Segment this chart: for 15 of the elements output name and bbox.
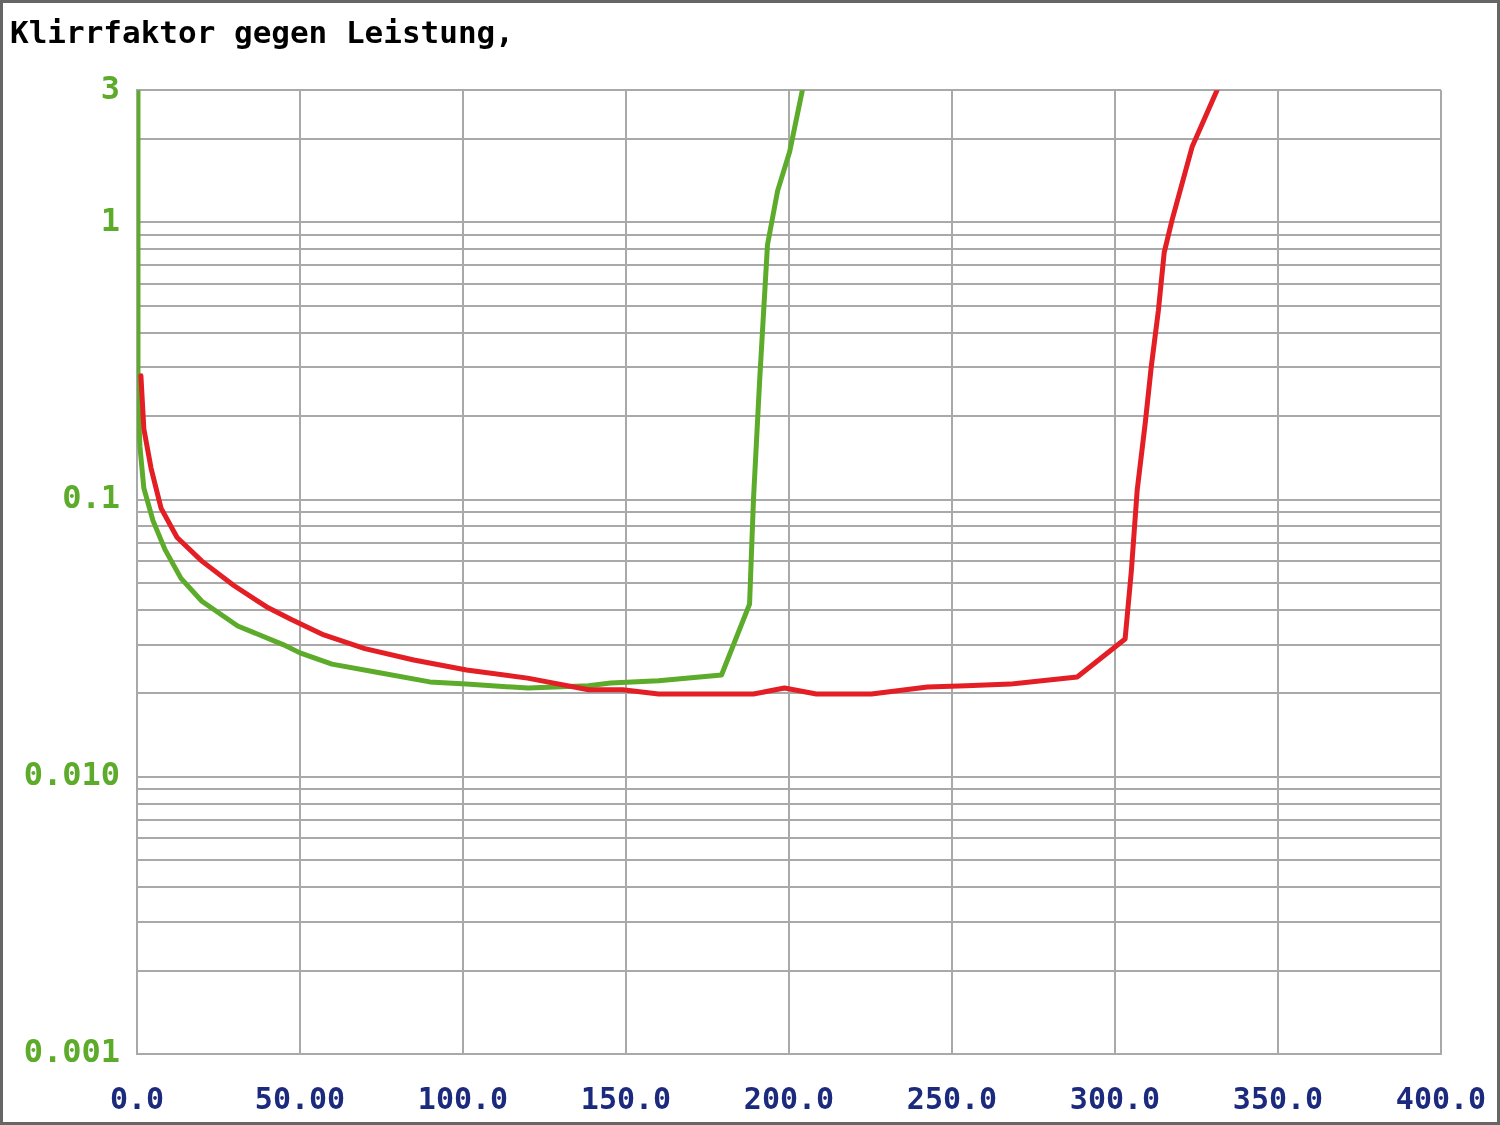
chart-title: Klirrfaktor gegen Leistung, (10, 13, 514, 50)
y-tick-label: 3 (100, 68, 120, 107)
x-tick-label: 0.0 (109, 1080, 165, 1116)
y-tick-label: 0.001 (23, 1032, 120, 1071)
x-tick-label: 300.0 (1069, 1080, 1161, 1116)
x-tick-label: 350.0 (1232, 1080, 1324, 1116)
y-tick-label: 0.1 (62, 477, 120, 516)
y-tick-label: 0.010 (23, 755, 120, 794)
x-tick-label: 150.0 (580, 1080, 672, 1116)
x-tick-label: 200.0 (743, 1080, 835, 1116)
x-tick-label: 400.0 (1395, 1080, 1487, 1116)
x-tick-label: 250.0 (906, 1080, 998, 1116)
x-tick-label: 100.0 (417, 1080, 509, 1116)
y-tick-label: 1 (100, 200, 120, 239)
x-tick-label: 50.00 (254, 1080, 346, 1116)
